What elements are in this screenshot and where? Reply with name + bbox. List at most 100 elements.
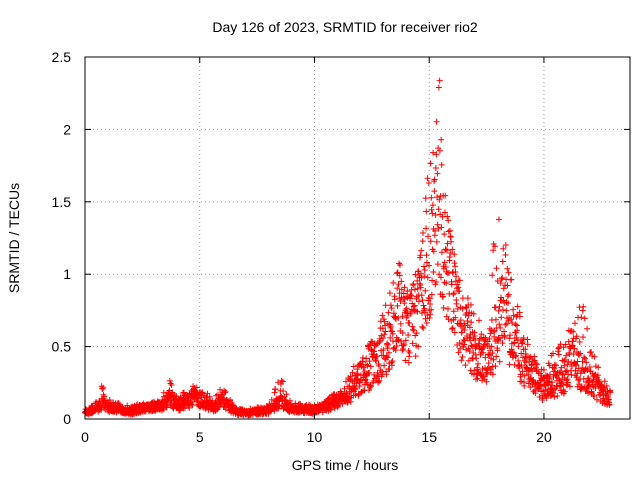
data-point bbox=[417, 270, 424, 277]
data-point bbox=[399, 347, 406, 354]
data-point bbox=[501, 328, 508, 335]
data-point bbox=[565, 358, 572, 365]
data-point bbox=[573, 374, 580, 381]
data-point bbox=[500, 245, 507, 252]
data-point bbox=[471, 367, 478, 374]
data-point bbox=[163, 404, 170, 411]
data-point bbox=[427, 301, 434, 308]
data-point bbox=[116, 401, 123, 408]
data-point bbox=[434, 170, 441, 177]
data-point bbox=[562, 341, 569, 348]
data-point bbox=[518, 362, 525, 369]
data-point bbox=[490, 356, 497, 363]
data-point bbox=[376, 362, 383, 369]
data-point bbox=[562, 356, 569, 363]
data-point bbox=[580, 334, 587, 341]
data-point bbox=[513, 352, 520, 359]
data-point bbox=[503, 307, 510, 314]
data-point bbox=[459, 295, 466, 302]
data-point bbox=[354, 375, 361, 382]
data-point bbox=[352, 385, 359, 392]
data-point bbox=[417, 282, 424, 289]
data-point bbox=[377, 337, 384, 344]
y-tick-label: 1.5 bbox=[52, 194, 72, 210]
data-point bbox=[381, 318, 388, 325]
axis-ticks: 0 5 10 15 20 0 0.5 1 1.5 2 2.5 bbox=[52, 49, 630, 445]
data-point bbox=[410, 280, 417, 287]
data-point bbox=[477, 335, 484, 342]
data-point bbox=[546, 371, 553, 378]
data-point bbox=[401, 300, 408, 307]
data-point bbox=[470, 310, 477, 317]
data-point bbox=[601, 378, 608, 385]
data-point bbox=[575, 365, 582, 372]
data-point bbox=[101, 393, 108, 400]
data-point bbox=[582, 355, 589, 362]
data-point bbox=[482, 334, 489, 341]
data-point bbox=[504, 282, 511, 289]
data-point bbox=[570, 328, 577, 335]
data-point bbox=[586, 364, 593, 371]
data-point bbox=[457, 317, 464, 324]
data-point bbox=[432, 212, 439, 219]
data-point bbox=[419, 238, 426, 245]
data-point bbox=[507, 332, 514, 339]
data-point bbox=[571, 320, 578, 327]
data-point bbox=[412, 271, 419, 278]
data-point bbox=[483, 378, 490, 385]
data-point bbox=[520, 334, 527, 341]
data-point bbox=[405, 332, 412, 339]
data-point bbox=[341, 385, 348, 392]
data-point bbox=[381, 331, 388, 338]
data-point bbox=[493, 353, 500, 360]
data-point bbox=[495, 307, 502, 314]
data-point bbox=[580, 303, 587, 310]
data-point bbox=[412, 353, 419, 360]
data-point bbox=[564, 361, 571, 368]
data-point bbox=[170, 405, 177, 412]
data-point bbox=[430, 149, 437, 156]
data-point bbox=[485, 351, 492, 358]
data-point bbox=[216, 403, 223, 410]
data-point bbox=[363, 355, 370, 362]
data-point bbox=[385, 309, 392, 316]
data-point bbox=[400, 342, 407, 349]
data-point bbox=[573, 333, 580, 340]
data-point bbox=[406, 353, 413, 360]
data-point bbox=[444, 213, 451, 220]
data-point bbox=[199, 389, 206, 396]
data-point bbox=[441, 209, 448, 216]
data-point bbox=[549, 389, 556, 396]
data-point bbox=[494, 347, 501, 354]
data-point bbox=[399, 313, 406, 320]
data-point bbox=[427, 311, 434, 318]
data-point bbox=[367, 382, 374, 389]
data-point bbox=[397, 262, 404, 269]
data-point bbox=[484, 365, 491, 372]
data-point bbox=[508, 316, 515, 323]
data-point bbox=[446, 254, 453, 261]
y-tick-label: 0.5 bbox=[52, 339, 72, 355]
data-point bbox=[272, 386, 279, 393]
y-tick-label: 1 bbox=[63, 266, 71, 282]
data-point bbox=[217, 386, 224, 393]
data-point bbox=[581, 354, 588, 361]
data-point bbox=[374, 353, 381, 360]
data-point bbox=[425, 233, 432, 240]
data-point bbox=[514, 303, 521, 310]
data-point bbox=[459, 354, 466, 361]
data-point bbox=[418, 292, 425, 299]
data-point bbox=[578, 314, 585, 321]
data-point bbox=[424, 274, 431, 281]
data-point bbox=[462, 362, 469, 369]
data-point bbox=[581, 368, 588, 375]
data-point bbox=[372, 357, 379, 364]
data-point bbox=[588, 348, 595, 355]
data-point bbox=[402, 337, 409, 344]
data-point bbox=[560, 381, 567, 388]
data-point bbox=[374, 369, 381, 376]
data-point bbox=[423, 319, 430, 326]
data-points bbox=[82, 77, 614, 419]
chart-title: Day 126 of 2023, SRMTID for receiver rio… bbox=[212, 19, 478, 35]
